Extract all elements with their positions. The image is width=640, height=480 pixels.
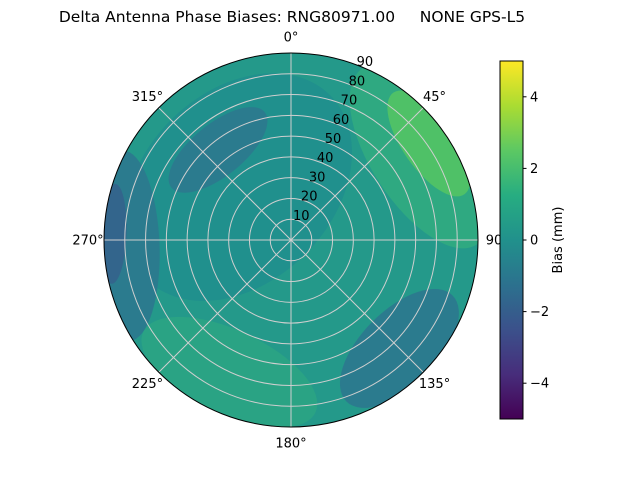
grid-spoke [158,239,292,373]
radial-tick-label: 30 [309,170,326,185]
radial-tick-label: 80 [349,74,366,89]
radial-tick-label: 60 [333,113,350,128]
angular-tick-label: 90 [486,234,503,249]
colorbar-tick-label: 0 [530,234,538,249]
colorbar-tick-label: −2 [530,305,549,320]
contour-region-blue-blob-nw [168,107,268,193]
grid-spoke [290,239,424,373]
angular-tick-label: 315° [132,90,163,105]
radial-tick-label: 20 [301,190,318,205]
colorbar [499,60,524,420]
polar-grid [104,53,478,427]
tick-labels: 10 20 30 40 50 60 70 80 90 0° 45° 90 135° 180° 225° 270… [72,31,502,452]
radial-tick-label: 70 [341,94,358,109]
colorbar-tick-label: −4 [530,377,549,392]
radial-tick-label: 90 [357,55,374,70]
colorbar-tick-label: 4 [530,90,538,105]
angular-tick-label: 225° [132,377,163,392]
chart-title: Delta Antenna Phase Biases: RNG80971.00 … [58,8,526,26]
angular-tick-label: 270° [72,234,103,249]
contour-region-green-lobe-ne-core [387,90,471,197]
radial-tick-label: 40 [317,151,334,166]
grid-spoke [290,107,424,241]
grid-spoke [158,107,292,241]
polar-spine [103,52,479,428]
colorbar-tick-label: 2 [530,162,538,177]
angular-tick-label: 45° [423,90,446,105]
colorbar-axis-label: Bias (mm) [551,207,566,274]
angular-tick-label: 135° [419,377,450,392]
angular-tick-label: 0° [284,31,299,46]
radial-tick-label: 10 [293,209,310,224]
angular-tick-label: 180° [275,437,306,452]
radial-tick-label: 50 [325,132,342,147]
